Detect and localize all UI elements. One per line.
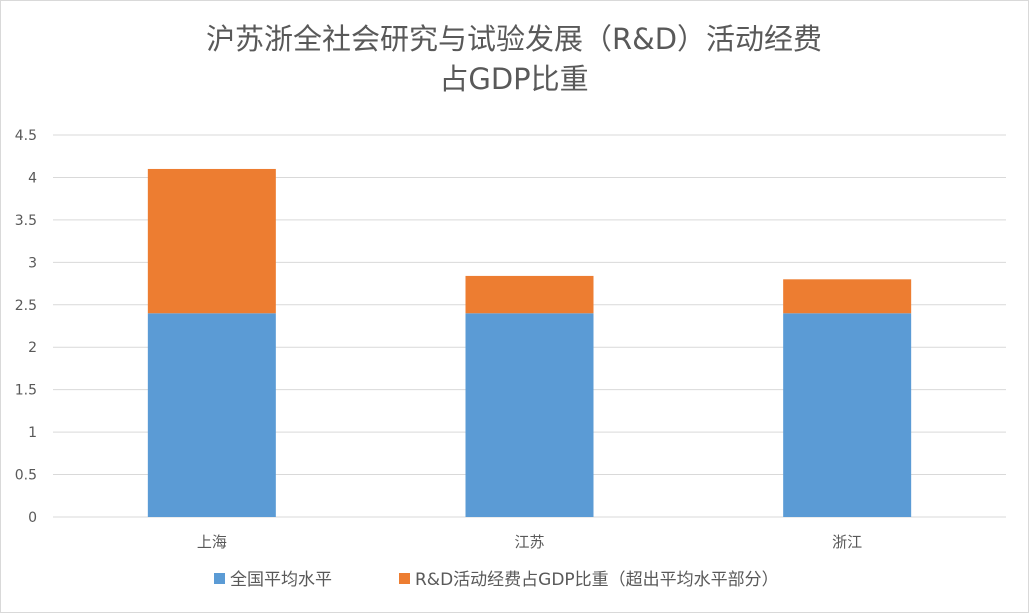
bar-national-average [465, 313, 594, 517]
bar-national-average [783, 313, 912, 517]
legend-swatch [214, 573, 225, 584]
bar-above-average [147, 168, 276, 314]
y-tick-label: 3.5 [15, 213, 37, 229]
bar-above-average [465, 275, 594, 314]
legend-swatch [399, 573, 410, 584]
x-category-label: 浙江 [832, 533, 862, 551]
chart-title-line-1: 沪苏浙全社会研究与试验发展（R&D）活动经费 [206, 22, 822, 56]
y-tick-label: 2.5 [15, 298, 37, 314]
x-category-label: 上海 [197, 533, 227, 551]
legend-label: 全国平均水平 [230, 570, 332, 590]
bar-above-average [783, 279, 912, 314]
y-tick-label: 3 [28, 255, 37, 271]
y-tick-label: 0 [28, 510, 37, 526]
x-category-label: 江苏 [514, 533, 544, 551]
legend-label: R&D活动经费占GDP比重（超出平均水平部分） [415, 570, 779, 590]
y-tick-label: 4.5 [15, 128, 37, 144]
y-tick-label: 2 [28, 340, 37, 356]
chart-title-line-2: 占GDP比重 [439, 62, 588, 96]
y-tick-label: 0.5 [15, 468, 37, 484]
y-tick-label: 1.5 [15, 383, 37, 399]
bar-national-average [147, 313, 276, 517]
y-tick-label: 1 [28, 425, 37, 441]
y-tick-label: 4 [28, 170, 37, 186]
